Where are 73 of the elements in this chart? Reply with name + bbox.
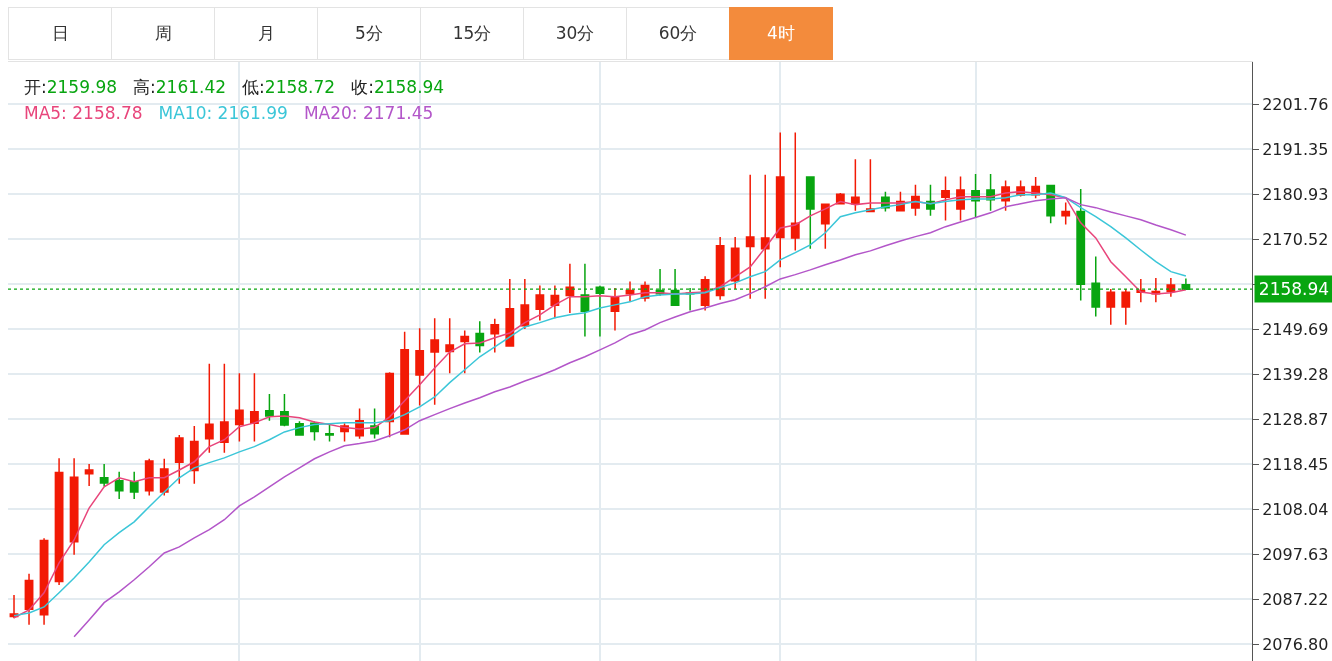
candlestick <box>114 470 124 500</box>
candlestick <box>850 158 860 212</box>
candlestick <box>730 236 740 290</box>
candlestick <box>745 174 755 300</box>
candlestick <box>475 320 485 354</box>
y-tick-label: 2180.93 <box>1262 184 1329 204</box>
candlestick <box>505 278 515 348</box>
text: 周 <box>111 7 215 60</box>
text: 5分 <box>317 7 421 60</box>
candlestick <box>760 174 770 300</box>
candlestick <box>1106 288 1116 326</box>
candlestick <box>1151 277 1161 304</box>
candlestick <box>325 422 334 443</box>
candlestick <box>941 175 950 222</box>
candlestick <box>1121 288 1131 326</box>
candlestick <box>805 176 815 250</box>
candlestick <box>460 329 470 374</box>
candlestick <box>84 463 94 487</box>
candlestick <box>174 434 184 485</box>
ref-line-label: 2158.94 <box>1258 279 1330 299</box>
candlestick <box>385 371 395 438</box>
text: 15分 <box>420 7 524 60</box>
candlestick <box>625 280 635 303</box>
text: 开:2159.98 高:2161.42 低:2158.72 收:2158.94 <box>24 77 445 97</box>
candlestick <box>280 393 289 428</box>
text: 4时 <box>729 7 833 60</box>
candlestick <box>430 317 440 406</box>
candlestick <box>99 463 109 488</box>
candlestick <box>159 457 169 497</box>
y-tick-label: 2087.22 <box>1262 589 1329 609</box>
text: 月 <box>214 7 318 60</box>
candlestick <box>144 457 154 497</box>
y-tick-label: 2097.63 <box>1262 544 1329 564</box>
text: 日 <box>8 7 112 60</box>
candlestick <box>715 236 725 301</box>
candlestick <box>775 131 785 269</box>
text: 30分 <box>523 7 627 60</box>
candlestick <box>865 158 875 213</box>
candlestick <box>219 362 229 454</box>
y-tick-label: 2201.76 <box>1262 94 1329 114</box>
candlestick <box>234 372 244 443</box>
candlestick <box>520 278 530 330</box>
candlestick <box>820 203 830 250</box>
candlestick <box>204 362 214 454</box>
y-tick-label: 2108.04 <box>1262 499 1329 519</box>
text: 60分 <box>626 7 730 60</box>
y-tick-label: 2128.87 <box>1262 409 1329 429</box>
candlestick <box>490 317 500 354</box>
candlestick <box>129 470 139 500</box>
candlestick <box>1166 277 1176 298</box>
candlestick <box>610 287 620 332</box>
y-tick-label: 2076.80 <box>1262 634 1329 654</box>
candlestick <box>400 330 410 435</box>
y-tick-label: 2139.28 <box>1262 364 1329 384</box>
candlestick <box>415 327 425 407</box>
candlestick <box>445 317 455 374</box>
candlestick <box>264 393 274 422</box>
text: MA5: 2158.78 <box>24 103 143 123</box>
y-tick-label: 2191.35 <box>1262 139 1329 159</box>
text: MA20: 2171.45 <box>303 103 434 123</box>
y-tick-label: 2149.69 <box>1262 319 1329 339</box>
candlestick <box>69 457 79 556</box>
candlestick <box>790 131 800 252</box>
candlestick <box>535 284 545 322</box>
candlestick <box>550 284 560 320</box>
y-tick-label: 2118.45 <box>1262 454 1329 474</box>
y-tick-label: 2170.52 <box>1262 229 1329 249</box>
candlestick <box>1061 201 1071 226</box>
candlestick <box>249 372 259 443</box>
text: MA10: 2161.99 <box>158 103 288 123</box>
candlestick <box>24 572 34 626</box>
candlestick <box>54 457 64 586</box>
candlestick <box>565 263 575 314</box>
